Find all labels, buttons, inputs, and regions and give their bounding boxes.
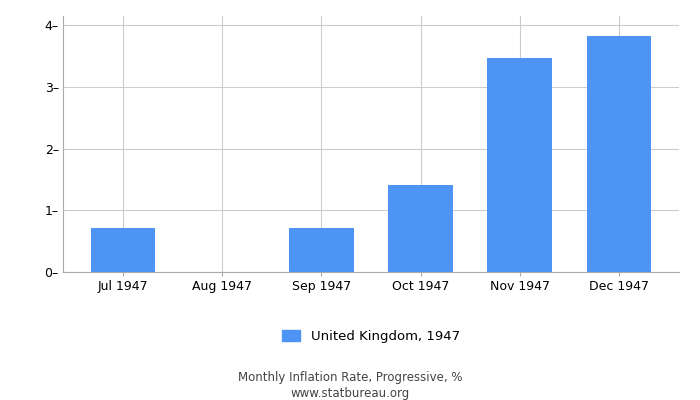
Legend: United Kingdom, 1947: United Kingdom, 1947: [276, 325, 466, 348]
Bar: [487, 58, 552, 272]
Bar: [289, 228, 354, 272]
Bar: [389, 185, 453, 272]
Text: www.statbureau.org: www.statbureau.org: [290, 388, 410, 400]
Bar: [91, 228, 155, 272]
Text: Monthly Inflation Rate, Progressive, %: Monthly Inflation Rate, Progressive, %: [238, 372, 462, 384]
Bar: [587, 36, 651, 272]
